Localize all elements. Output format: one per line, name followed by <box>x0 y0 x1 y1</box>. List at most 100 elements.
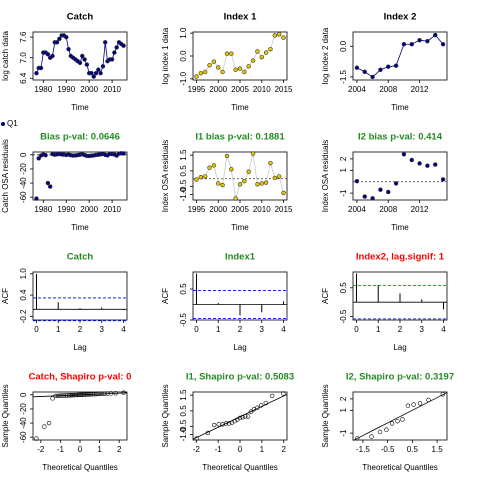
data-point <box>417 161 422 166</box>
data-point <box>38 65 44 71</box>
y-tick-label: -1 <box>339 189 348 197</box>
data-point <box>269 393 275 399</box>
x-tick-label: 2004 <box>348 205 366 214</box>
data-point <box>354 178 360 184</box>
x-tick-label: 1980 <box>34 205 52 214</box>
data-point <box>42 424 47 429</box>
y-tick-label: -60 <box>19 191 28 203</box>
legend-marker <box>1 122 5 126</box>
data-point <box>401 152 407 157</box>
data-point <box>417 401 423 406</box>
data-point <box>386 64 391 69</box>
data-point <box>45 52 51 57</box>
x-axis-label: Time <box>231 223 249 232</box>
x-axis-label: Time <box>391 103 409 112</box>
y-axis-label: ACF <box>161 288 170 304</box>
y-tick-label: -40 <box>19 177 28 189</box>
x-tick-label: -2 <box>37 445 45 454</box>
data-point <box>425 163 430 168</box>
data-point <box>80 53 85 59</box>
data-point <box>36 156 41 161</box>
y-tick-label: 1.0 <box>179 27 188 39</box>
data-point <box>369 434 374 439</box>
data-point <box>224 51 230 56</box>
data-point <box>259 54 264 60</box>
x-axis-label: Time <box>71 103 89 112</box>
y-tick-label: 1.5 <box>179 389 188 401</box>
plot-frame <box>32 31 128 81</box>
x-tick-label: 1990 <box>57 85 75 94</box>
data-point <box>77 60 83 66</box>
data-point <box>263 180 269 185</box>
panel-title: Index 2 <box>384 12 417 23</box>
x-tick-label: 3 <box>260 325 265 334</box>
x-tick-label: 2008 <box>379 85 397 94</box>
data-point <box>440 177 446 182</box>
data-point <box>268 46 273 52</box>
y-tick-label: -1.0 <box>179 427 188 441</box>
y-tick-label: 0.5 <box>339 282 348 294</box>
x-tick-label: 2 <box>238 325 243 334</box>
x-axis-label: Time <box>71 223 89 232</box>
y-tick-label: -20 <box>19 163 28 175</box>
y-axis-label: Sample Quantiles <box>1 384 10 447</box>
x-tick-label: -1.5 <box>356 445 370 454</box>
data-point <box>216 181 221 186</box>
x-axis-label: Theoretical Quantiles <box>42 463 118 472</box>
x-tick-label: 2012 <box>411 85 429 94</box>
x-tick-label: 1 <box>260 445 265 454</box>
data-point <box>114 45 119 50</box>
data-point <box>211 163 217 168</box>
data-point <box>386 189 391 195</box>
x-tick-label: 2010 <box>253 205 271 214</box>
y-axis-label: log index 2 data <box>321 27 330 84</box>
x-tick-label: 1 <box>56 325 61 334</box>
panel: Bias p-val: 0.0646 Time Catch OSA residual… <box>1 132 128 232</box>
y-tick-label: 7.6 <box>19 31 28 43</box>
plot-frame <box>352 391 448 441</box>
data-point <box>272 175 278 181</box>
x-tick-label: 0 <box>238 445 243 454</box>
data-point <box>393 181 399 186</box>
data-point <box>54 40 60 45</box>
data-point <box>384 427 389 432</box>
y-tick-label: 0 <box>19 152 28 157</box>
data-point <box>84 62 90 67</box>
panel-title: I1 bias p-val: 0.1881 <box>195 132 285 143</box>
data-point <box>112 50 117 55</box>
x-tick-label: -1 <box>57 445 65 454</box>
x-tick-label: 2004 <box>348 85 366 94</box>
x-tick-label: 2015 <box>275 205 293 214</box>
x-tick-label: 2010 <box>103 85 121 94</box>
y-tick-label: 0.0 <box>339 40 348 52</box>
x-tick-label: -2 <box>193 445 201 454</box>
data-point <box>354 65 360 70</box>
data-point <box>389 421 395 426</box>
panel-title: Index2, lag.signif: 1 <box>356 252 445 263</box>
panel: Index 1 Time log index 1 data 1995 2000 2005 2… <box>161 12 293 113</box>
data-point <box>237 66 243 71</box>
data-point <box>233 196 238 201</box>
panel-title: I1, Shapiro p-val: 0.5083 <box>186 372 294 383</box>
data-point <box>47 184 53 189</box>
y-tick-label: -0.5 <box>179 419 188 433</box>
data-point <box>194 74 199 79</box>
data-point <box>202 69 208 75</box>
data-point <box>401 42 407 47</box>
x-tick-label: 2010 <box>253 85 271 94</box>
data-point <box>377 429 383 435</box>
x-tick-label: 0 <box>78 445 83 454</box>
data-point <box>103 40 108 45</box>
x-tick-label: 2008 <box>379 205 397 214</box>
y-tick-label: -0.5 <box>179 179 188 193</box>
data-point <box>409 157 414 163</box>
x-tick-label: 0 <box>194 325 199 334</box>
data-point <box>378 187 383 192</box>
x-tick-label: 4 <box>121 325 126 334</box>
panel: Index1 Lag ACF 0 1 2 3 4 -0.5 0.5 <box>161 252 288 352</box>
data-point <box>250 151 256 156</box>
data-point <box>276 32 282 37</box>
data-point <box>207 62 212 68</box>
data-point <box>82 57 87 62</box>
data-point <box>268 160 273 166</box>
